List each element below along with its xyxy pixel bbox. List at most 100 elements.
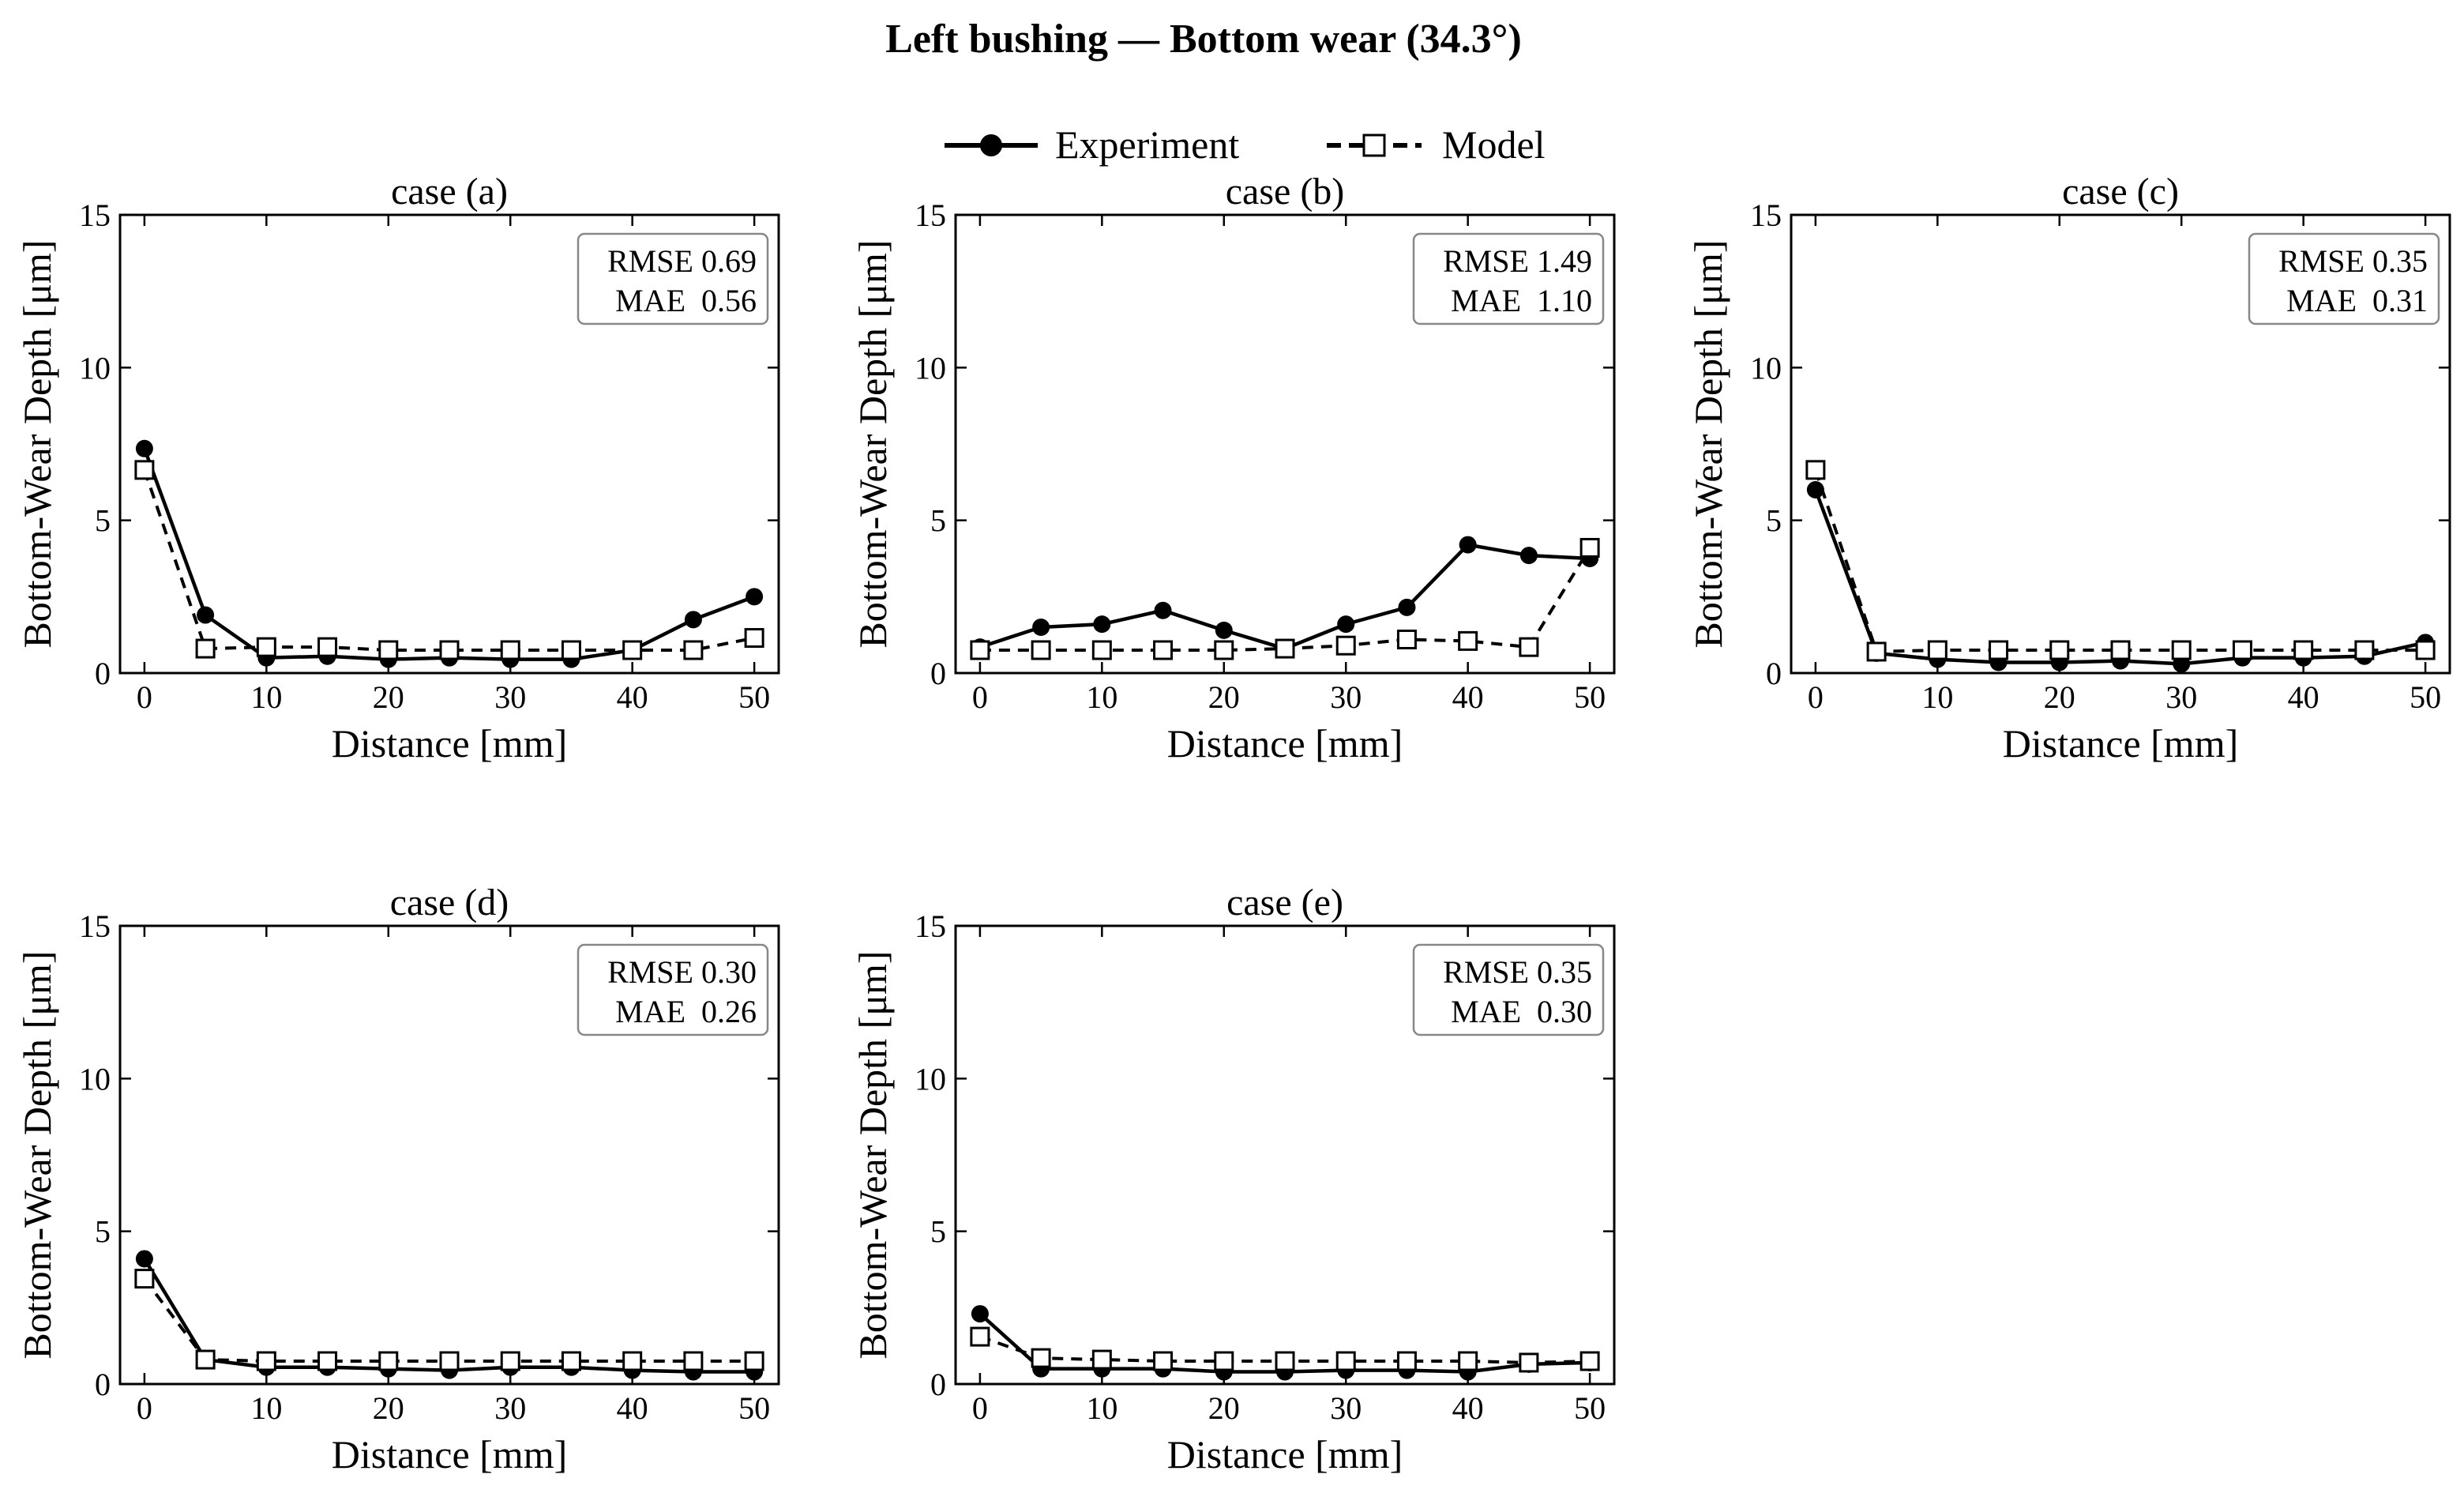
model-point <box>500 640 520 660</box>
experiment-point <box>1337 615 1355 634</box>
rmse-line: RMSE 0.69 <box>607 243 757 279</box>
y-tick-label: 10 <box>1750 350 1782 386</box>
model-point <box>1153 1351 1174 1371</box>
model-point <box>622 1351 643 1371</box>
x-tick-label: 0 <box>137 679 152 715</box>
panel-title: case (c) <box>2062 171 2179 213</box>
x-tick-label: 0 <box>972 1390 988 1426</box>
rmse-line: RMSE 0.35 <box>2278 243 2428 279</box>
model-point <box>195 638 216 659</box>
model-point <box>1396 1351 1417 1371</box>
model-point <box>683 640 704 660</box>
mae-line: MAE 0.56 <box>615 283 757 318</box>
x-tick-label: 30 <box>1330 679 1362 715</box>
y-tick-label: 15 <box>79 197 111 233</box>
x-axis-label: Distance [mm] <box>332 721 568 765</box>
experiment-point <box>1154 601 1172 619</box>
y-tick-label: 15 <box>79 908 111 944</box>
panel-title: case (e) <box>1226 882 1343 923</box>
y-tick-label: 5 <box>930 1214 946 1250</box>
model-point <box>744 628 764 649</box>
y-tick-label: 0 <box>1766 656 1782 691</box>
y-tick-label: 10 <box>915 350 946 386</box>
metrics-box <box>2248 232 2440 325</box>
model-point <box>2354 640 2375 660</box>
experiment-point <box>1093 615 1111 634</box>
model-point <box>1091 640 1112 660</box>
model-point <box>378 640 399 660</box>
series-line-model <box>142 469 755 652</box>
x-axis-label: Distance [mm] <box>2003 721 2239 765</box>
model-point <box>1335 635 1356 656</box>
metrics-box <box>1412 943 1605 1036</box>
model-point <box>1275 1351 1295 1371</box>
x-tick-label: 40 <box>617 1390 648 1426</box>
x-tick-label: 10 <box>1086 1390 1117 1426</box>
model-point <box>1579 537 1600 558</box>
model-point <box>970 1326 990 1347</box>
model-point <box>195 1349 216 1370</box>
x-tick-label: 20 <box>2044 679 2075 715</box>
panel-title: case (b) <box>1226 171 1345 213</box>
x-tick-label: 30 <box>2165 679 2197 715</box>
model-point <box>134 1269 155 1289</box>
model-point <box>2232 640 2252 660</box>
model-point <box>439 1351 460 1371</box>
rmse-value: 0.35 <box>1537 954 1592 990</box>
rmse-line: RMSE 1.49 <box>1443 243 1592 279</box>
model-point <box>561 640 581 660</box>
x-tick-label: 40 <box>2288 679 2319 715</box>
metrics-box <box>577 232 769 325</box>
x-tick-label: 10 <box>250 1390 282 1426</box>
rmse-value: 0.30 <box>701 954 757 990</box>
legend-experiment-label: Experiment <box>1055 122 1239 167</box>
chart-panel-4: case (d) 0 10 20 30 40 50 0 5 10 15 Distance [mm] Bo… <box>15 882 780 1476</box>
y-axis-label: Bottom-Wear Depth [μm] <box>1686 239 1730 648</box>
experiment-point <box>746 588 764 606</box>
mae-label: MAE <box>615 283 685 318</box>
y-tick-label: 0 <box>95 1367 111 1402</box>
rmse-label: RMSE <box>2278 243 2364 279</box>
model-point <box>1519 1352 1539 1373</box>
model-point <box>317 637 338 657</box>
y-tick-label: 0 <box>930 1367 946 1402</box>
y-tick-label: 0 <box>930 656 946 691</box>
x-tick-label: 20 <box>1208 679 1240 715</box>
x-axis-label: Distance [mm] <box>1167 1432 1403 1476</box>
model-point <box>378 1351 399 1371</box>
model-point <box>1275 638 1295 659</box>
y-tick-label: 10 <box>79 1061 111 1096</box>
x-tick-label: 10 <box>1086 679 1117 715</box>
experiment-point <box>1459 536 1477 554</box>
model-point <box>256 637 276 657</box>
model-point <box>1396 629 1417 649</box>
model-point <box>1031 1348 1051 1368</box>
y-axis-label: Bottom-Wear Depth [μm] <box>851 950 895 1359</box>
model-point <box>439 640 460 660</box>
y-tick-label: 5 <box>930 503 946 539</box>
legend-model-marker <box>1362 134 1386 157</box>
y-tick-label: 10 <box>915 1061 946 1096</box>
metrics-box <box>1412 232 1605 325</box>
experiment-point <box>684 611 702 629</box>
rmse-line: RMSE 0.30 <box>607 954 757 990</box>
model-point <box>134 460 155 480</box>
experiment-point <box>135 439 153 457</box>
x-tick-label: 30 <box>494 679 526 715</box>
mae-line: MAE 1.10 <box>1451 283 1592 318</box>
model-point <box>1989 640 2009 660</box>
model-point <box>1805 460 1826 480</box>
plot-frame <box>118 924 780 1386</box>
mae-label: MAE <box>615 994 685 1029</box>
experiment-point <box>971 1305 989 1323</box>
model-point <box>2171 640 2192 660</box>
y-tick-label: 5 <box>95 1214 111 1250</box>
model-point <box>2293 640 2314 660</box>
y-axis-label: Bottom-Wear Depth [μm] <box>15 239 59 648</box>
model-point <box>317 1351 338 1371</box>
rmse-value: 1.49 <box>1537 243 1592 279</box>
model-point <box>1579 1351 1600 1371</box>
legend: Experiment Model <box>945 122 1546 167</box>
x-tick-label: 0 <box>972 679 988 715</box>
